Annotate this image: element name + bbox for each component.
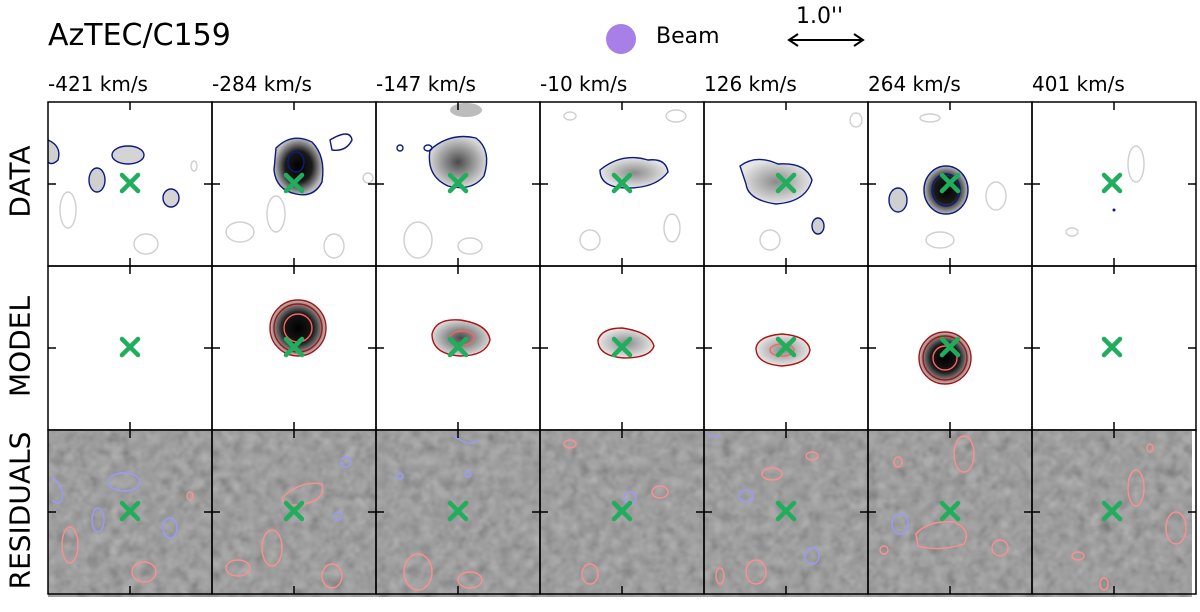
model-row bbox=[269, 299, 972, 385]
beam-label: Beam bbox=[656, 24, 720, 49]
residuals-background bbox=[48, 431, 1192, 597]
panel-frames bbox=[47, 101, 1197, 595]
residual-panel bbox=[1071, 443, 1187, 591]
data-panel bbox=[396, 103, 488, 259]
scale-bar-label: 1.0'' bbox=[796, 4, 844, 29]
residual-panel bbox=[51, 472, 194, 583]
x-cross-icon bbox=[1104, 339, 1120, 355]
column-label: -421 km/s bbox=[48, 72, 148, 96]
figure-title: AzTEC/C159 bbox=[48, 18, 231, 53]
data-panel bbox=[225, 133, 374, 259]
column-label: 126 km/s bbox=[704, 72, 797, 96]
column-label: 401 km/s bbox=[1032, 72, 1125, 96]
x-cross-icon bbox=[122, 339, 138, 355]
x-cross-icon bbox=[1104, 175, 1120, 191]
x-cross-icon bbox=[122, 175, 138, 191]
residual-panel bbox=[879, 435, 1009, 557]
residual-panel bbox=[705, 431, 820, 585]
column-label: 264 km/s bbox=[868, 72, 961, 96]
data-panel bbox=[47, 139, 198, 255]
model-panel bbox=[918, 331, 972, 385]
residual-panel bbox=[563, 439, 669, 585]
double-arrow-icon bbox=[787, 33, 865, 47]
column-label: -284 km/s bbox=[212, 72, 312, 96]
column-label: -10 km/s bbox=[540, 72, 628, 96]
column-label: -147 km/s bbox=[376, 72, 476, 96]
residual-panel bbox=[396, 435, 483, 591]
beam-icon bbox=[606, 24, 636, 54]
data-panel bbox=[1065, 145, 1145, 237]
model-panel bbox=[269, 299, 327, 357]
data-panel bbox=[739, 112, 863, 251]
